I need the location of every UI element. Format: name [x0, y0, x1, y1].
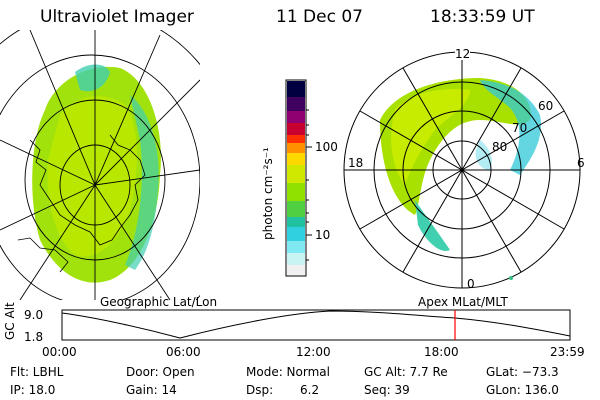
- color-bar: [285, 79, 312, 277]
- status-dsp-label: Dsp:: [246, 383, 274, 397]
- status-gc-alt: GC Alt: 7.7 Re: [364, 365, 448, 379]
- polar-grid: [343, 51, 581, 289]
- uv-emission-edge: [125, 95, 159, 270]
- altitude-timeline: [61, 309, 571, 341]
- mlt-label-12: 12: [455, 47, 471, 61]
- mlat-label-80: 80: [492, 140, 508, 154]
- status-gain: Gain: 14: [126, 383, 177, 397]
- altitude-curve: [61, 310, 571, 339]
- timeline-xtick: 18:00: [424, 345, 459, 359]
- mlt-label-18: 18: [348, 156, 364, 170]
- mlat-label-70: 70: [512, 121, 528, 135]
- coastline: [29, 134, 146, 246]
- timeline-ytick-bottom: 1.8: [24, 330, 44, 344]
- status-glat: GLat: −73.3: [486, 365, 559, 379]
- observation-date: 11 Dec 07: [276, 7, 363, 27]
- mlt-label-0: 0: [467, 277, 475, 291]
- colorbar-tick-10: 10: [315, 228, 331, 242]
- mlt-label-6: 6: [577, 156, 585, 170]
- timeline-xtick: 23:59: [550, 345, 585, 359]
- status-filter: Flt: LBHL: [10, 365, 64, 379]
- status-door: Door: Open: [126, 365, 195, 379]
- observation-time: 18:33:59 UT: [430, 7, 535, 27]
- timeline-axis-title: GC Alt: [3, 302, 17, 340]
- apex-label: Apex MLat/MLT: [418, 295, 508, 309]
- timeline-xtick: 12:00: [296, 345, 331, 359]
- timeline-xtick: 00:00: [42, 345, 77, 359]
- polar-plot-panel: [343, 51, 581, 289]
- auroral-oval-edge: [480, 80, 541, 175]
- status-mode: Mode: Normal: [246, 365, 330, 379]
- uv-emission-core: [47, 96, 137, 257]
- timeline-xtick: 06:00: [166, 345, 201, 359]
- timeline-ytick-top: 9.0: [24, 308, 44, 322]
- status-seq: Seq: 39: [364, 383, 410, 397]
- status-dsp-value: 6.2: [300, 383, 320, 397]
- colorbar-unit-label: photon cm⁻²s⁻¹: [261, 147, 275, 240]
- coastline-south: [17, 237, 69, 273]
- auroral-oval-inner: [391, 88, 470, 185]
- instrument-title: Ultraviolet Imager: [40, 7, 194, 27]
- auroral-patch-dusk: [475, 140, 492, 170]
- geographic-map-panel: [0, 30, 200, 300]
- mlat-label-60: 60: [538, 99, 554, 113]
- status-ip: IP: 18.0: [10, 383, 56, 397]
- auroral-patch-south: [415, 200, 450, 251]
- colorbar-tick-100: 100: [315, 140, 338, 154]
- geographic-label: Geographic Lat/Lon: [100, 295, 218, 309]
- longitude-grid: [0, 30, 200, 300]
- uv-emission-spot: [75, 64, 110, 92]
- status-glon: GLon: 136.0: [486, 383, 559, 397]
